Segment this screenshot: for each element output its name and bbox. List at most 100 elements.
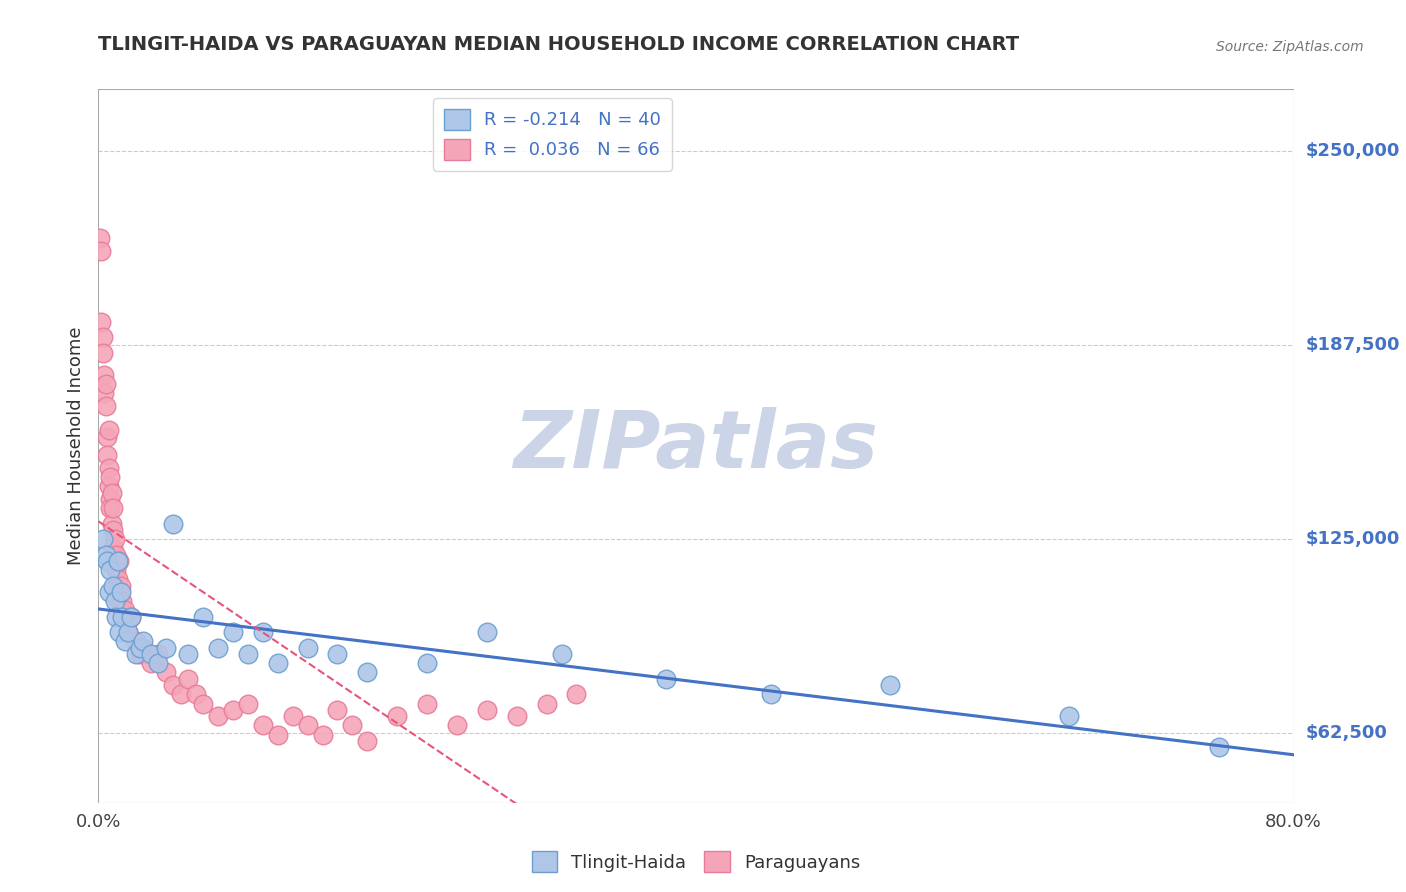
Point xyxy=(162,516,184,531)
Point xyxy=(94,548,117,562)
Point xyxy=(1208,739,1230,754)
Point xyxy=(177,647,200,661)
Point xyxy=(446,718,468,732)
Point xyxy=(96,430,118,444)
Point xyxy=(120,609,142,624)
Point xyxy=(222,625,245,640)
Point xyxy=(110,584,132,599)
Point xyxy=(267,656,290,670)
Point xyxy=(311,727,333,741)
Point xyxy=(1059,709,1081,723)
Point xyxy=(105,563,128,577)
Point xyxy=(184,687,207,701)
Point xyxy=(148,656,170,670)
Point xyxy=(132,634,155,648)
Point xyxy=(267,727,290,741)
Point xyxy=(475,625,498,640)
Point xyxy=(107,584,129,599)
Point xyxy=(120,609,142,624)
Point xyxy=(155,640,177,655)
Point xyxy=(104,594,127,608)
Point xyxy=(162,678,184,692)
Point xyxy=(97,584,120,599)
Point xyxy=(385,709,409,723)
Point xyxy=(506,709,529,723)
Point xyxy=(117,625,139,640)
Point xyxy=(207,709,229,723)
Point xyxy=(108,625,131,640)
Text: Source: ZipAtlas.com: Source: ZipAtlas.com xyxy=(1216,39,1364,54)
Point xyxy=(297,718,319,732)
Point xyxy=(148,647,170,661)
Text: $62,500: $62,500 xyxy=(1305,724,1388,742)
Point xyxy=(103,523,125,537)
Point xyxy=(475,703,498,717)
Point xyxy=(103,579,125,593)
Point xyxy=(117,625,139,640)
Point xyxy=(252,625,274,640)
Point xyxy=(132,640,155,655)
Point xyxy=(356,665,378,680)
Point xyxy=(98,501,122,516)
Point xyxy=(111,609,134,624)
Point xyxy=(97,479,120,493)
Text: $250,000: $250,000 xyxy=(1305,142,1400,161)
Point xyxy=(114,603,136,617)
Point xyxy=(105,609,128,624)
Point xyxy=(91,346,114,360)
Point xyxy=(94,399,117,413)
Point xyxy=(105,548,128,562)
Point xyxy=(356,733,378,747)
Point xyxy=(236,697,259,711)
Point xyxy=(139,647,162,661)
Y-axis label: Median Household Income: Median Household Income xyxy=(66,326,84,566)
Text: ZIPatlas: ZIPatlas xyxy=(513,407,879,485)
Point xyxy=(759,687,782,701)
Point xyxy=(91,532,114,546)
Point xyxy=(169,687,191,701)
Point xyxy=(98,491,122,506)
Point xyxy=(103,501,125,516)
Text: $187,500: $187,500 xyxy=(1305,336,1400,354)
Point xyxy=(252,718,274,732)
Point xyxy=(107,573,129,587)
Point xyxy=(91,330,114,344)
Point xyxy=(191,697,214,711)
Point xyxy=(655,672,678,686)
Point xyxy=(90,244,112,258)
Point xyxy=(114,634,136,648)
Point xyxy=(129,640,152,655)
Point xyxy=(155,665,177,680)
Point xyxy=(112,609,135,624)
Point xyxy=(342,718,364,732)
Point xyxy=(108,594,131,608)
Point xyxy=(108,554,131,568)
Point xyxy=(97,424,120,438)
Point xyxy=(139,656,162,670)
Point xyxy=(536,697,558,711)
Point xyxy=(326,647,349,661)
Point xyxy=(125,647,148,661)
Point xyxy=(94,376,117,391)
Point xyxy=(879,678,901,692)
Point xyxy=(110,579,132,593)
Point xyxy=(98,470,122,484)
Point xyxy=(101,485,124,500)
Point xyxy=(101,516,124,531)
Point xyxy=(104,554,127,568)
Point xyxy=(90,315,112,329)
Point xyxy=(125,634,148,648)
Point xyxy=(96,448,118,462)
Point xyxy=(236,647,259,661)
Point xyxy=(416,697,439,711)
Text: TLINGIT-HAIDA VS PARAGUAYAN MEDIAN HOUSEHOLD INCOME CORRELATION CHART: TLINGIT-HAIDA VS PARAGUAYAN MEDIAN HOUSE… xyxy=(98,35,1019,54)
Point xyxy=(222,703,245,717)
Legend: Tlingit-Haida, Paraguayans: Tlingit-Haida, Paraguayans xyxy=(524,844,868,880)
Point xyxy=(111,594,134,608)
Point xyxy=(104,532,127,546)
Point xyxy=(89,231,111,245)
Point xyxy=(96,554,118,568)
Point xyxy=(107,554,129,568)
Point xyxy=(115,615,138,630)
Point xyxy=(297,640,319,655)
